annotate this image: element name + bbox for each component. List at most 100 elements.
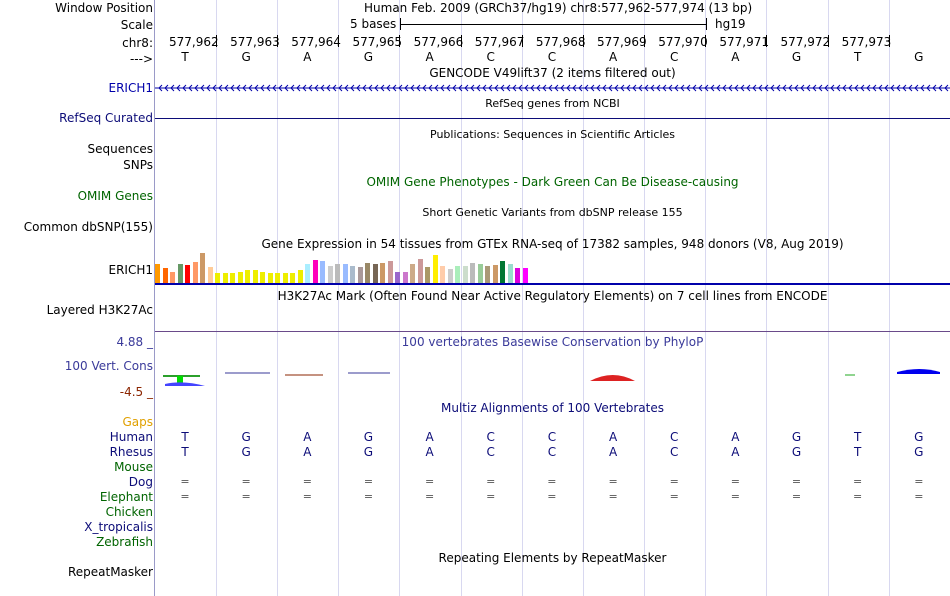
gtex-tissue-bar[interactable] — [440, 265, 445, 283]
gtex-tissue-bar[interactable] — [192, 262, 198, 283]
gtex-tissue-bar[interactable] — [372, 263, 378, 283]
gtex-tissue-bar[interactable] — [507, 264, 513, 283]
window-position-label[interactable]: Window Position — [55, 1, 153, 15]
gtex-tissue-bar[interactable] — [260, 271, 265, 283]
gtex-tissue-bar[interactable] — [267, 272, 273, 283]
refseq-track-title[interactable]: RefSeq genes from NCBI — [485, 97, 620, 110]
gtex-tissue-bar[interactable] — [485, 266, 490, 283]
multiz-species-label[interactable]: Elephant — [99, 490, 153, 504]
multiz-species-label[interactable]: Human — [109, 430, 153, 444]
strand-arrow — [428, 84, 433, 92]
gtex-track-title[interactable]: Gene Expression in 54 tissues from GTEx … — [261, 237, 844, 251]
gtex-tissue-bar[interactable] — [222, 272, 228, 283]
gtex-tissue-bar[interactable] — [365, 263, 370, 283]
gtex-tissue-bar[interactable] — [275, 272, 280, 283]
gtex-tissue-bar[interactable] — [162, 268, 168, 283]
strand-arrow — [170, 84, 175, 92]
gtex-tissue-bar[interactable] — [455, 266, 460, 283]
gtex-tissue-bar[interactable] — [387, 260, 393, 283]
publications-label-snps[interactable]: SNPs — [123, 158, 153, 172]
gtex-tissue-bar[interactable] — [290, 272, 295, 283]
repeatmasker-track-label[interactable]: RepeatMasker — [67, 565, 153, 579]
gtex-tissue-bar[interactable] — [237, 271, 243, 283]
gtex-tissue-bar[interactable] — [200, 253, 205, 283]
gtex-gene-line[interactable] — [155, 283, 950, 285]
gtex-tissue-bar[interactable] — [327, 265, 333, 283]
gtex-tissue-bar[interactable] — [155, 264, 160, 283]
gtex-tissue-bar[interactable] — [170, 271, 175, 283]
ruler-position: 577,962 — [169, 35, 219, 49]
gtex-tissue-bar[interactable] — [410, 264, 415, 283]
ruler-header[interactable]: Human Feb. 2009 (GRCh37/hg19) chr8:577,9… — [364, 1, 753, 15]
gtex-tissue-bar[interactable] — [470, 262, 475, 283]
gtex-tissue-bar[interactable] — [342, 263, 348, 283]
multiz-base: = — [669, 490, 679, 503]
multiz-species-label[interactable]: Rhesus — [109, 445, 153, 459]
gtex-tissue-bar[interactable] — [185, 265, 190, 283]
strand-arrow — [446, 84, 451, 92]
gtex-tissue-bar[interactable] — [305, 263, 310, 283]
strand-arrow — [470, 84, 475, 92]
strand-arrow — [530, 84, 535, 92]
h3k27ac-track-title[interactable]: H3K27Ac Mark (Often Found Near Active Re… — [277, 289, 828, 303]
refseq-track-label[interactable]: RefSeq Curated — [59, 111, 153, 125]
dbsnp-track-title[interactable]: Short Genetic Variants from dbSNP releas… — [422, 206, 683, 219]
gtex-tissue-bar[interactable] — [417, 259, 423, 283]
multiz-gaps-label[interactable]: Gaps — [122, 415, 153, 429]
gencode-gene-label[interactable]: ERICH1 — [108, 81, 154, 95]
omim-track-label[interactable]: OMIM Genes — [77, 189, 153, 203]
h3k27ac-track-label[interactable]: Layered H3K27Ac — [46, 303, 153, 317]
gtex-gene-label[interactable]: ERICH1 — [108, 263, 154, 277]
gtex-tissue-bar[interactable] — [395, 271, 400, 283]
gtex-tissue-bar[interactable] — [522, 268, 528, 283]
strand-arrow — [296, 84, 301, 92]
gtex-tissue-bar[interactable] — [320, 261, 325, 283]
phylop-track-label[interactable]: 100 Vert. Cons — [64, 359, 153, 373]
gtex-tissue-bar[interactable] — [207, 266, 213, 283]
omim-track-title[interactable]: OMIM Gene Phenotypes - Dark Green Can Be… — [366, 175, 739, 189]
multiz-species-label[interactable]: Dog — [128, 475, 153, 489]
multiz-species-label[interactable]: Zebrafish — [96, 535, 153, 549]
gtex-tissue-bar[interactable] — [500, 260, 505, 283]
strand-arrow — [416, 84, 421, 92]
gtex-tissue-bar[interactable] — [515, 268, 520, 283]
strand-arrow — [764, 84, 769, 92]
phylop-track-title[interactable]: 100 vertebrates Basewise Conservation by… — [401, 335, 704, 349]
multiz-species-label[interactable]: X_tropicalis — [84, 520, 153, 534]
gtex-tissue-bar[interactable] — [380, 262, 385, 283]
gtex-tissue-bar[interactable] — [402, 271, 408, 283]
gtex-tissue-bar[interactable] — [492, 265, 498, 283]
gtex-tissue-bar[interactable] — [447, 268, 453, 283]
gtex-tissue-bar[interactable] — [335, 264, 340, 283]
multiz-track-title[interactable]: Multiz Alignments of 100 Vertebrates — [440, 401, 665, 415]
gtex-tissue-bar[interactable] — [230, 272, 235, 283]
gtex-tissue-bar[interactable] — [425, 266, 430, 283]
chrom-label: chr8: — [122, 36, 153, 50]
gtex-tissue-bar[interactable] — [477, 264, 483, 283]
gtex-tissue-bars[interactable] — [155, 253, 950, 283]
gtex-tissue-bar[interactable] — [357, 266, 363, 283]
multiz-base: C — [669, 430, 679, 444]
gtex-tissue-bar[interactable] — [350, 265, 355, 283]
gtex-tissue-bar[interactable] — [282, 273, 288, 283]
gtex-tissue-bar[interactable] — [297, 270, 303, 283]
dbsnp-track-label[interactable]: Common dbSNP(155) — [23, 220, 153, 234]
multiz-species-label[interactable]: Mouse — [114, 460, 153, 474]
repeatmasker-track-title[interactable]: Repeating Elements by RepeatMasker — [438, 551, 667, 565]
gtex-tissue-bar[interactable] — [462, 266, 468, 283]
phylop-conservation-plot[interactable] — [155, 366, 950, 390]
gtex-tissue-bar[interactable] — [245, 270, 250, 283]
gtex-tissue-bar[interactable] — [312, 259, 318, 283]
multiz-base: A — [303, 445, 312, 459]
publications-label-sequences[interactable]: Sequences — [87, 142, 153, 156]
strand-arrow-label[interactable]: ---> — [129, 52, 153, 66]
gencode-gene-model[interactable] — [155, 81, 950, 95]
gtex-tissue-bar[interactable] — [252, 270, 258, 283]
gtex-tissue-bar[interactable] — [177, 264, 183, 283]
gtex-tissue-bar[interactable] — [215, 273, 220, 283]
publications-track-title[interactable]: Publications: Sequences in Scientific Ar… — [430, 128, 675, 141]
refseq-gene-line[interactable] — [155, 118, 950, 119]
gtex-tissue-bar[interactable] — [432, 255, 438, 283]
multiz-species-label[interactable]: Chicken — [105, 505, 153, 519]
gencode-track-title[interactable]: GENCODE V49lift37 (2 items filtered out) — [429, 66, 676, 80]
